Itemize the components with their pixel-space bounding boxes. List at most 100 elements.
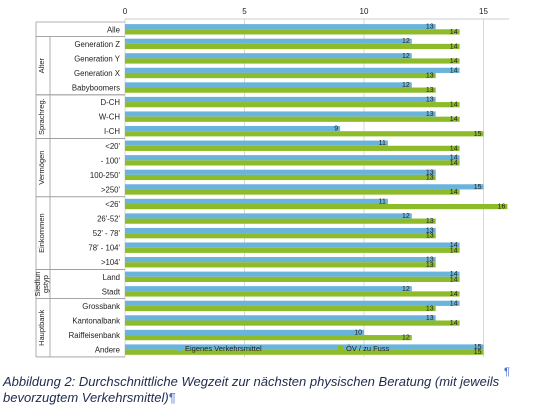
x-tick-label: 10 (360, 7, 369, 16)
data-label: 9 (334, 126, 338, 133)
data-label: 15 (474, 184, 482, 191)
data-label: 13 (426, 96, 434, 103)
bar-eigenes-verkehrsmittel (125, 169, 436, 175)
bar-oev-zu-fuss (125, 262, 436, 268)
category-label: Stadt (102, 287, 121, 296)
data-label: 13 (426, 262, 434, 269)
bar-oev-zu-fuss (125, 116, 460, 122)
bar-eigenes-verkehrsmittel (125, 82, 412, 88)
bar-eigenes-verkehrsmittel (125, 329, 364, 336)
category-label: 52' - 78' (93, 229, 121, 238)
bar-eigenes-verkehrsmittel (125, 213, 412, 219)
bar-oev-zu-fuss (125, 102, 460, 108)
category-label: D-CH (101, 98, 121, 107)
bar-eigenes-verkehrsmittel (125, 53, 412, 59)
bar-oev-zu-fuss (125, 276, 460, 282)
bar-eigenes-verkehrsmittel (125, 67, 460, 73)
data-label: 14 (450, 102, 458, 109)
group-label: Hauptbank (37, 309, 46, 346)
data-label: 12 (402, 53, 410, 60)
bar-eigenes-verkehrsmittel (125, 38, 412, 44)
group-label: Sprachreg. (37, 98, 46, 135)
data-label: 12 (402, 335, 410, 342)
bar-oev-zu-fuss (125, 204, 508, 210)
data-label: 14 (450, 291, 458, 298)
category-label: Alle (107, 25, 120, 34)
bar-eigenes-verkehrsmittel (125, 315, 436, 321)
data-label: 10 (354, 329, 362, 336)
data-label: 15 (474, 344, 482, 351)
bar-eigenes-verkehrsmittel (125, 227, 436, 234)
data-label: 14 (450, 320, 458, 327)
data-label: 13 (426, 228, 434, 235)
pilcrow-mark: ¶ (504, 366, 510, 378)
data-label: 12 (402, 82, 410, 89)
group-label: Einkommen (37, 213, 46, 253)
data-label: 14 (450, 247, 458, 254)
bar-oev-zu-fuss (125, 145, 460, 151)
data-label: 15 (474, 349, 482, 356)
data-label: 13 (426, 233, 434, 240)
bar-oev-zu-fuss (125, 58, 460, 64)
group-label: Siedlun (33, 272, 42, 297)
x-tick-label: 15 (479, 7, 488, 16)
bar-oev-zu-fuss (125, 320, 460, 326)
data-label: 14 (450, 276, 458, 283)
caption-line-1: Abbildung 2: Durchschnittliche Wegzeit z… (3, 374, 500, 389)
category-label: <20' (105, 142, 120, 151)
bar-oev-zu-fuss (125, 160, 460, 166)
bar-oev-zu-fuss (125, 131, 484, 137)
data-label: 12 (402, 213, 410, 220)
category-label: Generation Z (74, 40, 120, 49)
data-label: 14 (450, 160, 458, 167)
bar-oev-zu-fuss (125, 291, 460, 297)
bar-eigenes-verkehrsmittel (125, 155, 460, 161)
category-label: Generation Y (74, 54, 121, 63)
x-tick-label: 0 (123, 7, 128, 16)
bar-oev-zu-fuss (125, 43, 460, 50)
bar-eigenes-verkehrsmittel (125, 257, 436, 263)
group-label: Alter (37, 57, 46, 73)
category-label: Grossbank (82, 302, 120, 311)
category-label: >250' (101, 185, 121, 194)
legend-swatch (177, 346, 182, 351)
bar-chart: 0 5 10 15 Alle 13 14 Generation Z 12 14 Generation… (33, 7, 509, 358)
category-label: <26' (105, 200, 120, 209)
bar-eigenes-verkehrsmittel (125, 242, 460, 248)
group-label: gstyp (41, 275, 50, 293)
category-label: Land (103, 273, 120, 282)
group-label: Vermögen (37, 150, 46, 184)
data-label: 13 (426, 111, 434, 118)
data-label: 14 (450, 43, 458, 50)
figure-caption: Abbildung 2: Durchschnittliche Wegzeit z… (3, 374, 523, 406)
data-label: 11 (379, 198, 386, 205)
bar-oev-zu-fuss (125, 189, 460, 195)
caption-pilcrow: ¶ (168, 390, 176, 405)
bar-eigenes-verkehrsmittel (125, 286, 412, 292)
bar-oev-zu-fuss (125, 233, 436, 239)
category-label: Generation X (74, 69, 121, 78)
bar-oev-zu-fuss (125, 218, 436, 224)
bar-oev-zu-fuss (125, 247, 460, 253)
bar-eigenes-verkehrsmittel (125, 184, 484, 190)
bar-oev-zu-fuss (125, 335, 412, 341)
data-label: 13 (426, 87, 434, 94)
bar-eigenes-verkehrsmittel (125, 24, 436, 30)
data-label: 12 (402, 286, 410, 293)
data-label: 13 (426, 306, 434, 313)
data-label: 15 (474, 131, 482, 138)
data-label: 14 (450, 155, 458, 162)
data-label: 13 (426, 169, 434, 176)
data-label: 16 (498, 204, 506, 211)
category-label: 100-250' (90, 171, 121, 180)
category-label: >104' (101, 258, 121, 267)
data-label: 14 (450, 145, 458, 152)
legend-label: ÖV / zu Fuss (346, 344, 390, 353)
bar-eigenes-verkehrsmittel (125, 111, 436, 117)
category-label: - 100' (101, 156, 121, 165)
data-label: 14 (450, 242, 458, 249)
data-label: 13 (426, 73, 434, 80)
data-label: 11 (379, 140, 386, 147)
x-tick-label: 5 (242, 7, 247, 16)
bar-eigenes-verkehrsmittel (125, 126, 341, 132)
